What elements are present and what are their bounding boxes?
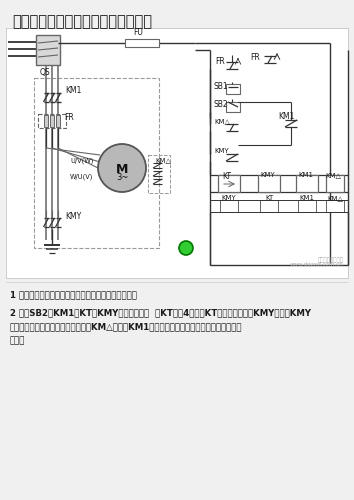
Circle shape (179, 241, 193, 255)
Bar (226, 84, 240, 94)
Bar (36, 35, 60, 65)
Bar (296, 175, 318, 192)
Text: M: M (116, 163, 129, 176)
Bar (326, 200, 344, 212)
Text: KMY: KMY (222, 195, 236, 201)
Text: 3~: 3~ (116, 173, 129, 182)
Text: KM△: KM△ (325, 172, 341, 178)
Text: 2 按下SB2，KM1、KT、KMY，同时得电，  当KT延时4秒后，KT延时线圈断开，KMY断电，KMY: 2 按下SB2，KM1、KT、KMY，同时得电， 当KT延时4秒后，KT延时线圈… (10, 308, 311, 317)
Bar (260, 200, 278, 212)
Text: KMY: KMY (260, 172, 275, 178)
Text: KM△: KM△ (214, 118, 230, 124)
Text: 1 这是一个最简洁、最安全的星三角降压启动电路图。: 1 这是一个最简洁、最安全的星三角降压启动电路图。 (10, 290, 137, 299)
Text: KM1: KM1 (278, 112, 295, 121)
Text: SB1: SB1 (214, 82, 229, 91)
Bar (148, 155, 170, 193)
Text: 的常开弹开，常闭吸合，这时转换到KM△得电，KM1是一直有电的，这就是一个简单的星三角: 的常开弹开，常闭吸合，这时转换到KM△得电，KM1是一直有电的，这就是一个简单的… (10, 322, 242, 331)
Bar (43, 53, 51, 59)
Text: FR: FR (64, 113, 74, 122)
Bar (326, 175, 344, 192)
Text: SB2: SB2 (214, 100, 229, 109)
Text: KT: KT (265, 195, 273, 201)
Text: KM△: KM△ (155, 157, 171, 163)
Bar (298, 200, 316, 212)
Bar (226, 102, 240, 112)
Text: W/U(V): W/U(V) (70, 174, 93, 180)
Bar (38, 114, 66, 128)
Bar (43, 46, 51, 52)
Text: www.dqzxw.com.cn: www.dqzxw.com.cn (290, 262, 344, 267)
Text: KM1: KM1 (65, 86, 81, 95)
Text: 电气自动化技术网: 电气自动化技术网 (318, 257, 344, 262)
Circle shape (98, 144, 146, 192)
Text: FU: FU (133, 28, 143, 37)
Text: KM△: KM△ (327, 195, 343, 201)
Text: FR: FR (215, 57, 225, 66)
Bar (220, 200, 238, 212)
Text: U/V(W): U/V(W) (70, 158, 93, 164)
Text: 安全、简洁的星三角降压启动电路图: 安全、简洁的星三角降压启动电路图 (12, 14, 152, 29)
Text: FR: FR (250, 53, 260, 62)
Text: QS: QS (40, 68, 51, 77)
Text: KM1: KM1 (298, 172, 313, 178)
Bar (34, 78, 159, 248)
Bar (44, 115, 48, 127)
Bar (43, 39, 51, 45)
Bar (218, 175, 240, 192)
Bar (56, 115, 60, 127)
Text: 启动。: 启动。 (10, 336, 25, 345)
Bar (125, 39, 159, 47)
Bar (258, 175, 280, 192)
Text: KT: KT (222, 172, 231, 181)
Bar (50, 115, 54, 127)
Bar (6, 28, 348, 278)
Text: KMY: KMY (214, 148, 229, 154)
Text: KM1: KM1 (299, 195, 314, 201)
Text: KMY: KMY (65, 212, 81, 221)
